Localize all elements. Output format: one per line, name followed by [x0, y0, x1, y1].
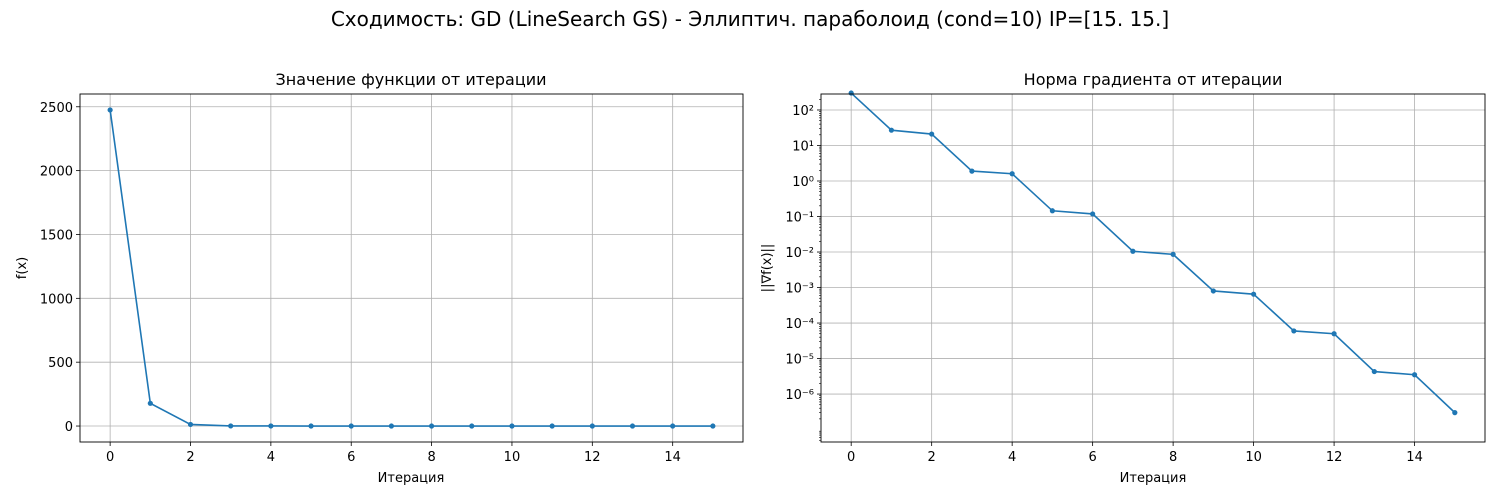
right-data-point — [1291, 328, 1297, 334]
right-data-point — [888, 127, 895, 133]
left-plot-area: 0 2 4 6 8 10 12 14 0 500 1000 1500 2000 2500 — [40, 93, 744, 465]
right-ytick-label: 10² — [792, 104, 814, 119]
left-ytick-label: 2500 — [40, 101, 73, 116]
right-chart-xlabel: Итерация — [1120, 471, 1187, 486]
right-data-point — [1251, 291, 1257, 297]
left-data-point — [308, 423, 314, 429]
right-data-point — [1411, 372, 1418, 378]
left-data-point — [187, 421, 194, 428]
right-data-point — [1009, 171, 1015, 177]
right-data-point — [1371, 368, 1377, 375]
right-ytick-label: 10⁰ — [792, 175, 814, 190]
left-data-point — [629, 423, 636, 429]
right-data-point — [1130, 248, 1136, 254]
left-data-point — [147, 400, 153, 406]
right-xtick-label: 4 — [1008, 450, 1016, 465]
right-data-point — [1210, 288, 1216, 294]
right-chart: Норма градиента от итерации Итерация ||∇… — [760, 70, 1282, 486]
left-ytick-label: 2000 — [40, 165, 73, 180]
left-xtick-label: 10 — [504, 450, 521, 465]
left-ytick-label: 0 — [65, 420, 73, 435]
right-series-line — [850, 92, 1456, 414]
right-data-point — [1090, 211, 1096, 217]
left-xtick-label: 4 — [267, 450, 275, 465]
left-xtick-label: 0 — [106, 450, 114, 465]
right-ytick-label: 10¹ — [792, 139, 814, 154]
right-data-point — [1331, 331, 1337, 337]
right-data-point — [969, 168, 975, 174]
left-data-point — [388, 423, 395, 429]
left-data-point — [710, 423, 716, 429]
right-ytick-label: 10⁻¹ — [785, 211, 814, 226]
right-xtick-label: 12 — [1326, 450, 1343, 465]
left-data-point — [670, 423, 676, 429]
left-ytick-label: 1500 — [40, 228, 73, 243]
left-data-point — [268, 423, 274, 429]
left-chart: Значение функции от итерации Итерация f(… — [15, 70, 547, 486]
right-data-point — [1452, 410, 1458, 416]
right-xtick-label: 14 — [1406, 450, 1423, 465]
figure-suptitle: Сходимость: GD (LineSearch GS) - Эллипти… — [330, 7, 1170, 31]
left-data-point — [428, 423, 435, 429]
left-data-point — [228, 423, 234, 429]
left-data-point — [589, 423, 595, 429]
left-data-point — [469, 423, 475, 429]
right-xtick-label: 0 — [847, 450, 855, 465]
right-data-point — [929, 131, 935, 137]
right-xtick-label: 8 — [1169, 450, 1177, 465]
right-ytick-label: 10⁻² — [785, 246, 814, 261]
left-xtick-label: 14 — [664, 450, 681, 465]
right-xtick-label: 10 — [1245, 450, 1262, 465]
right-plot-area: 0 2 4 6 8 10 12 14 10² 10¹ 10⁰ 10⁻¹ 10⁻² 10⁻³ 10⁻⁴ 10⁻⁵… — [785, 90, 1486, 465]
right-ytick-label: 10⁻⁵ — [785, 353, 814, 368]
right-axes-frame — [820, 93, 1486, 443]
left-data-point — [348, 423, 354, 429]
right-chart-title: Норма градиента от итерации — [1024, 70, 1283, 89]
left-chart-ylabel: f(x) — [15, 257, 30, 279]
right-data-point — [848, 90, 854, 96]
left-data-point — [107, 107, 113, 113]
right-xtick-label: 6 — [1088, 450, 1096, 465]
right-data-point — [1049, 208, 1055, 214]
right-xtick-label: 2 — [928, 450, 936, 465]
left-xtick-label: 12 — [584, 450, 601, 465]
left-xtick-label: 8 — [427, 450, 435, 465]
left-data-point — [509, 423, 515, 429]
left-axes-frame — [79, 93, 744, 443]
right-chart-ylabel: ||∇f(x)|| — [760, 244, 775, 293]
left-ytick-label: 1000 — [40, 292, 73, 307]
left-chart-title: Значение функции от итерации — [275, 70, 546, 89]
right-ytick-label: 10⁻⁶ — [785, 388, 814, 403]
right-ytick-label: 10⁻³ — [785, 282, 814, 297]
right-ytick-label: 10⁻⁴ — [785, 317, 814, 332]
left-ytick-label: 500 — [48, 356, 73, 371]
left-data-point — [549, 423, 555, 429]
left-chart-xlabel: Итерация — [378, 471, 445, 486]
left-series-line — [109, 109, 713, 427]
left-xtick-label: 6 — [347, 450, 355, 465]
right-data-point — [1170, 251, 1176, 257]
left-xtick-label: 2 — [186, 450, 194, 465]
